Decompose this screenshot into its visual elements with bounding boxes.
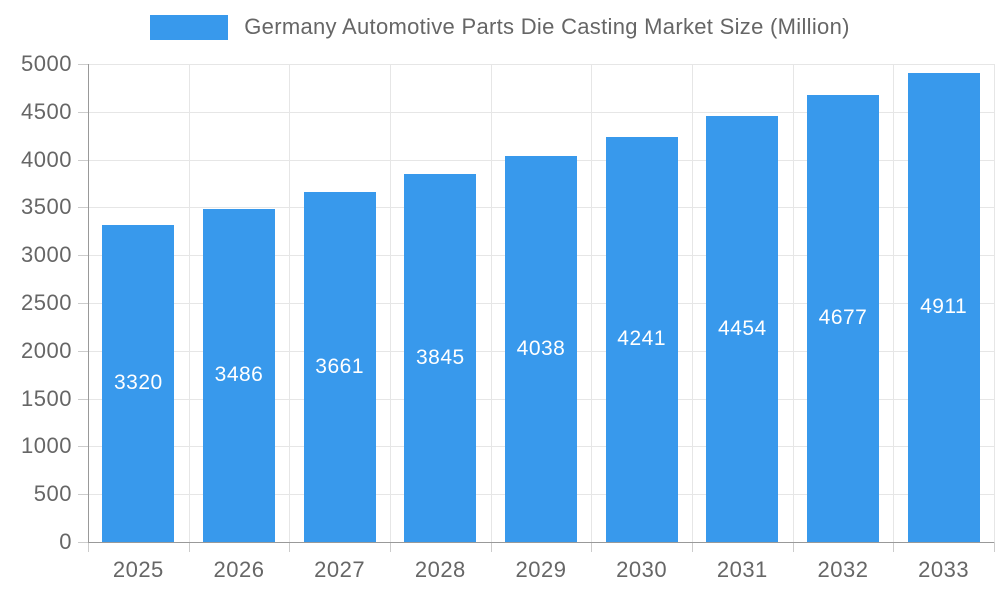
bar[interactable] bbox=[605, 136, 678, 542]
y-axis-label: 0 bbox=[59, 529, 72, 554]
y-tick bbox=[78, 303, 88, 304]
bar[interactable] bbox=[807, 94, 879, 542]
y-tick bbox=[78, 398, 88, 400]
bar-value-label: 4677 bbox=[818, 306, 868, 330]
y-tick bbox=[78, 446, 88, 448]
y-axis-label: 5000 bbox=[21, 51, 72, 76]
y-axis-line bbox=[88, 64, 89, 542]
bar[interactable] bbox=[102, 224, 175, 542]
x-gridline bbox=[289, 64, 291, 542]
bar[interactable] bbox=[706, 116, 779, 542]
x-axis-label: 2029 bbox=[515, 557, 567, 582]
x-gridline bbox=[390, 64, 391, 542]
x-gridline bbox=[893, 64, 895, 542]
x-tick bbox=[893, 542, 895, 552]
y-tick bbox=[78, 207, 88, 209]
x-tick bbox=[289, 542, 291, 552]
x-axis-label: 2031 bbox=[716, 557, 768, 582]
legend-swatch-icon bbox=[150, 14, 229, 40]
x-gridline bbox=[591, 64, 593, 542]
y-axis-label: 500 bbox=[33, 481, 72, 507]
bar-value-label: 4911 bbox=[920, 295, 968, 319]
y-tick bbox=[78, 111, 88, 113]
y-axis-label: 1500 bbox=[21, 385, 72, 411]
x-axis-label: 2025 bbox=[112, 557, 164, 582]
x-tick bbox=[591, 542, 593, 552]
x-axis-label: 2028 bbox=[414, 557, 466, 582]
bar-value-label: 3661 bbox=[315, 355, 365, 378]
x-gridline bbox=[188, 64, 190, 542]
y-tick bbox=[78, 542, 88, 543]
x-axis-label: 2030 bbox=[616, 557, 668, 582]
y-axis-label: 1000 bbox=[21, 433, 72, 459]
y-axis-label: 3500 bbox=[21, 194, 72, 220]
x-tick bbox=[88, 542, 89, 552]
y-tick bbox=[78, 255, 88, 257]
bar-value-label: 3320 bbox=[113, 371, 163, 395]
y-tick bbox=[78, 350, 88, 352]
x-gridline bbox=[792, 64, 794, 542]
legend-label: Germany Automotive Parts Die Casting Mar… bbox=[244, 14, 850, 39]
y-tick bbox=[78, 494, 88, 496]
x-axis-line bbox=[88, 542, 994, 543]
y-axis-label: 4500 bbox=[21, 98, 72, 124]
y-axis-label: 2500 bbox=[21, 290, 72, 315]
bar-value-label: 3486 bbox=[214, 363, 264, 387]
y-axis-label: 2000 bbox=[21, 337, 72, 363]
legend[interactable]: Germany Automotive Parts Die Casting Mar… bbox=[0, 14, 1000, 40]
y-gridline bbox=[88, 64, 994, 65]
bar[interactable] bbox=[505, 155, 577, 542]
x-axis-label: 2026 bbox=[213, 557, 265, 582]
bar[interactable] bbox=[203, 208, 275, 542]
x-axis-label: 2027 bbox=[314, 557, 366, 582]
x-axis-label: 2032 bbox=[817, 557, 869, 582]
y-axis-label: 3000 bbox=[21, 242, 72, 268]
y-axis-label: 4000 bbox=[21, 146, 72, 172]
x-gridline bbox=[994, 64, 995, 542]
bar[interactable] bbox=[404, 174, 477, 542]
x-tick bbox=[188, 542, 190, 552]
bar-value-label: 4241 bbox=[617, 327, 667, 351]
bar-value-label: 4038 bbox=[516, 336, 566, 360]
bar-value-label: 4454 bbox=[717, 317, 767, 341]
x-gridline bbox=[692, 64, 693, 542]
y-gridline bbox=[88, 111, 994, 113]
y-tick bbox=[78, 64, 88, 65]
y-tick bbox=[78, 159, 88, 161]
bar[interactable] bbox=[907, 72, 980, 542]
x-tick bbox=[390, 542, 391, 552]
x-tick bbox=[792, 542, 794, 552]
x-tick bbox=[490, 542, 492, 552]
x-tick bbox=[994, 542, 995, 552]
x-gridline bbox=[490, 64, 492, 542]
x-axis-label: 2033 bbox=[918, 557, 970, 582]
bar[interactable] bbox=[303, 192, 376, 542]
x-tick bbox=[692, 542, 693, 552]
bar-value-label: 3845 bbox=[415, 346, 465, 370]
